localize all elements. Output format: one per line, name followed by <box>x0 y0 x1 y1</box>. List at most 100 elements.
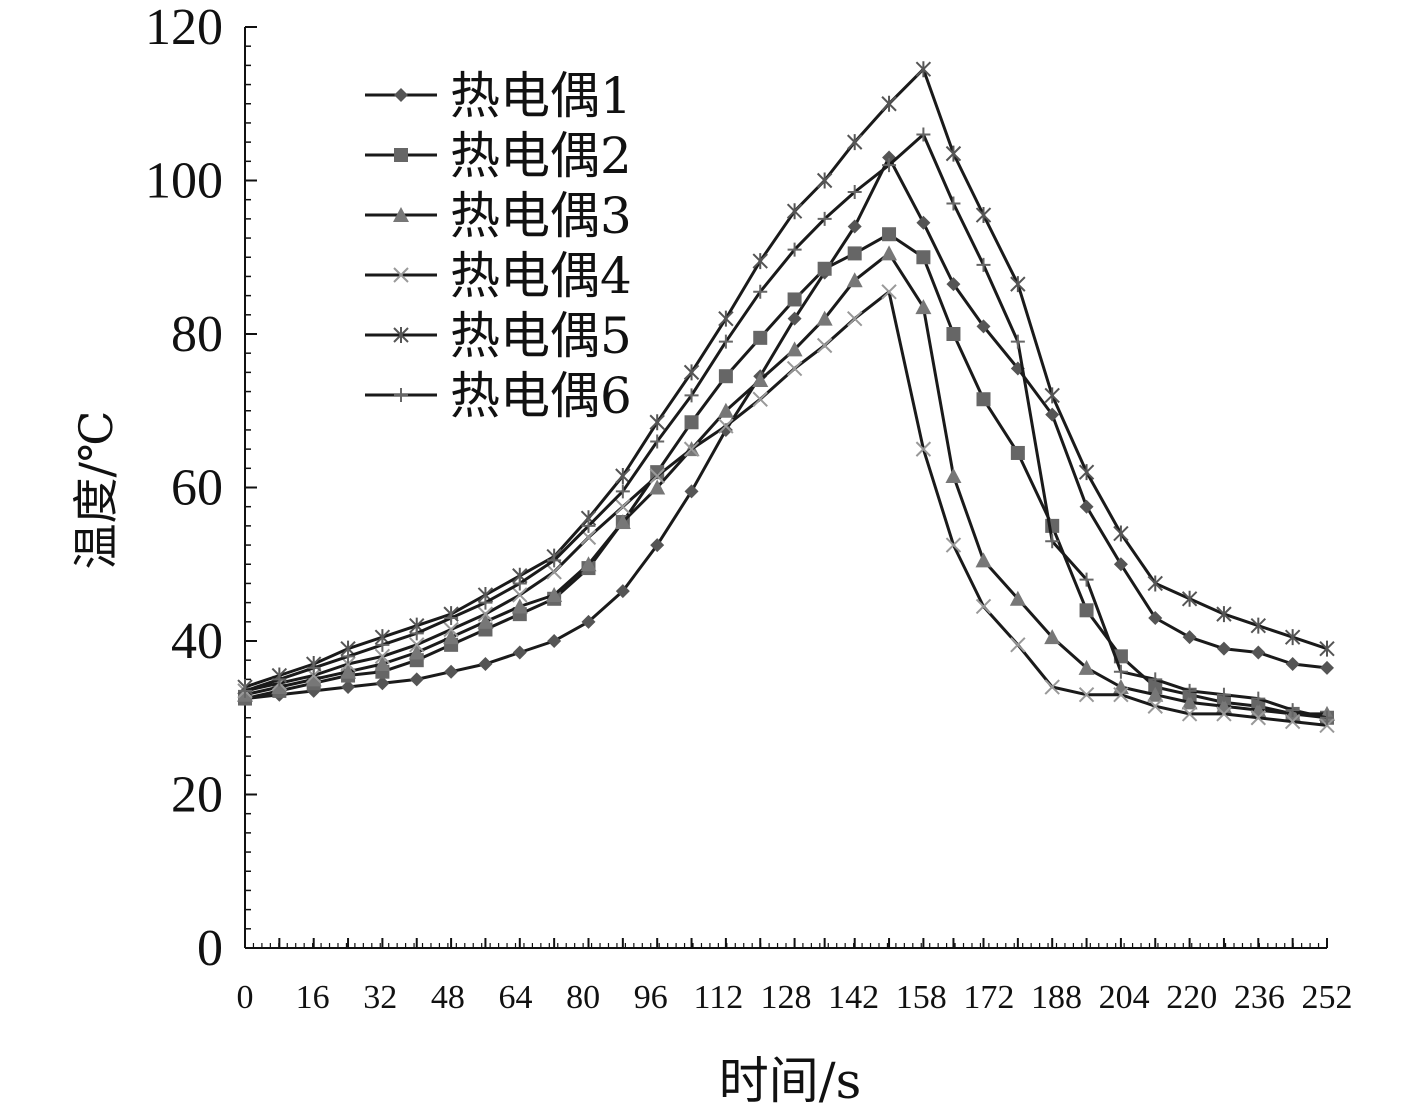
x-marker <box>718 418 734 434</box>
asterisk-marker <box>683 364 700 381</box>
x-marker <box>374 648 391 665</box>
plus-marker <box>272 672 287 687</box>
triangle-marker <box>408 644 425 660</box>
square-marker <box>817 261 832 276</box>
triangle-marker <box>305 671 322 687</box>
triangle-marker <box>915 299 932 315</box>
asterisk-marker <box>945 145 962 162</box>
x-marker <box>1216 706 1232 722</box>
diamond-marker <box>1216 641 1231 656</box>
asterisk-marker <box>1010 276 1026 293</box>
diamond-marker <box>478 657 493 672</box>
y-tick-label: 20 <box>171 767 223 824</box>
x-marker <box>1044 679 1060 695</box>
plus-marker <box>444 610 459 625</box>
plus-marker <box>615 484 630 499</box>
x-tick-label: 32 <box>363 979 397 1016</box>
diamond-marker <box>1010 361 1025 376</box>
asterisk-marker <box>881 95 897 112</box>
plus-marker <box>976 257 991 272</box>
diamond-marker <box>847 219 862 234</box>
plus-marker <box>547 553 562 568</box>
triangle-marker <box>649 479 666 495</box>
plus-marker <box>375 637 390 652</box>
legend-entry: 热电偶6 <box>365 367 632 425</box>
plus-marker <box>409 626 424 641</box>
plus-marker <box>946 196 961 211</box>
diamond-marker <box>916 215 931 230</box>
asterisk-marker <box>1319 640 1335 657</box>
asterisk-marker <box>615 467 631 484</box>
square-marker <box>787 292 802 307</box>
diamond-marker <box>547 634 562 648</box>
plus-marker <box>1113 664 1128 679</box>
x-marker <box>649 468 665 484</box>
y-tick-label: 80 <box>171 306 223 363</box>
legend-entry: 热电偶4 <box>365 247 632 305</box>
asterisk-marker <box>1044 387 1060 404</box>
diamond-marker <box>787 311 802 326</box>
x-tick-label: 128 <box>761 979 812 1016</box>
plus-marker <box>684 388 699 403</box>
square-marker <box>946 327 961 341</box>
triangle-marker <box>443 629 460 645</box>
square-marker <box>718 369 733 384</box>
plus-marker <box>512 576 527 591</box>
diamond-marker <box>1320 660 1334 675</box>
x-tick-label: 142 <box>828 979 879 1016</box>
x-marker <box>546 564 562 580</box>
x-marker <box>786 360 803 377</box>
asterisk-marker <box>1284 629 1301 646</box>
square-marker <box>684 415 699 430</box>
x-tick-label: 158 <box>896 979 947 1016</box>
square-marker <box>916 250 931 265</box>
x-tick-label: 80 <box>566 979 600 1016</box>
asterisk-marker <box>649 414 665 431</box>
x-tick-label: 188 <box>1031 979 1082 1016</box>
plus-marker <box>581 518 596 533</box>
plus-marker <box>1285 703 1300 718</box>
y-tick-label: 40 <box>171 613 223 670</box>
plus-marker <box>787 242 802 257</box>
diamond-marker <box>512 645 527 660</box>
legend-entry: 热电偶3 <box>365 187 632 245</box>
x-tick-label: 172 <box>963 979 1014 1016</box>
x-marker <box>1181 706 1198 722</box>
square-marker <box>1079 603 1094 618</box>
asterisk-marker <box>1113 525 1129 542</box>
plus-marker <box>1182 683 1197 698</box>
asterisk-marker <box>1078 464 1095 481</box>
triangle-marker <box>752 372 769 388</box>
triangle-marker <box>271 679 288 695</box>
diamond-marker <box>1251 645 1266 660</box>
series-line <box>244 156 1328 701</box>
triangle-marker <box>975 552 992 568</box>
plus-marker <box>650 434 665 449</box>
x-marker <box>975 598 992 615</box>
plus-marker <box>916 127 931 142</box>
diamond-marker <box>650 538 665 553</box>
triangle-marker <box>393 207 409 222</box>
series-1 <box>238 150 1334 706</box>
x-marker <box>846 310 863 327</box>
axes: 0 20 40 60 80 100 120 0 16 32 48 64 80 96 112 128 142 158… <box>145 0 1353 1016</box>
plus-marker <box>1010 334 1025 349</box>
x-marker <box>477 606 494 622</box>
square-marker <box>976 392 991 407</box>
y-tick-label: 0 <box>197 920 223 977</box>
asterisk-marker <box>1181 590 1198 607</box>
triangle-marker <box>546 586 563 602</box>
asterisk-marker <box>975 207 992 224</box>
diamond-marker <box>341 680 356 695</box>
x-tick-label: 0 <box>237 979 254 1016</box>
x-tick-label: 112 <box>694 979 744 1016</box>
diamond-marker <box>946 277 961 292</box>
x-marker <box>752 391 768 407</box>
legend-label: 热电偶3 <box>450 187 632 245</box>
legend-label: 热电偶4 <box>450 247 632 305</box>
asterisk-marker <box>1250 617 1267 634</box>
diamond-marker <box>409 672 424 687</box>
diamond-marker <box>1148 610 1163 625</box>
series-layer <box>237 61 1335 734</box>
